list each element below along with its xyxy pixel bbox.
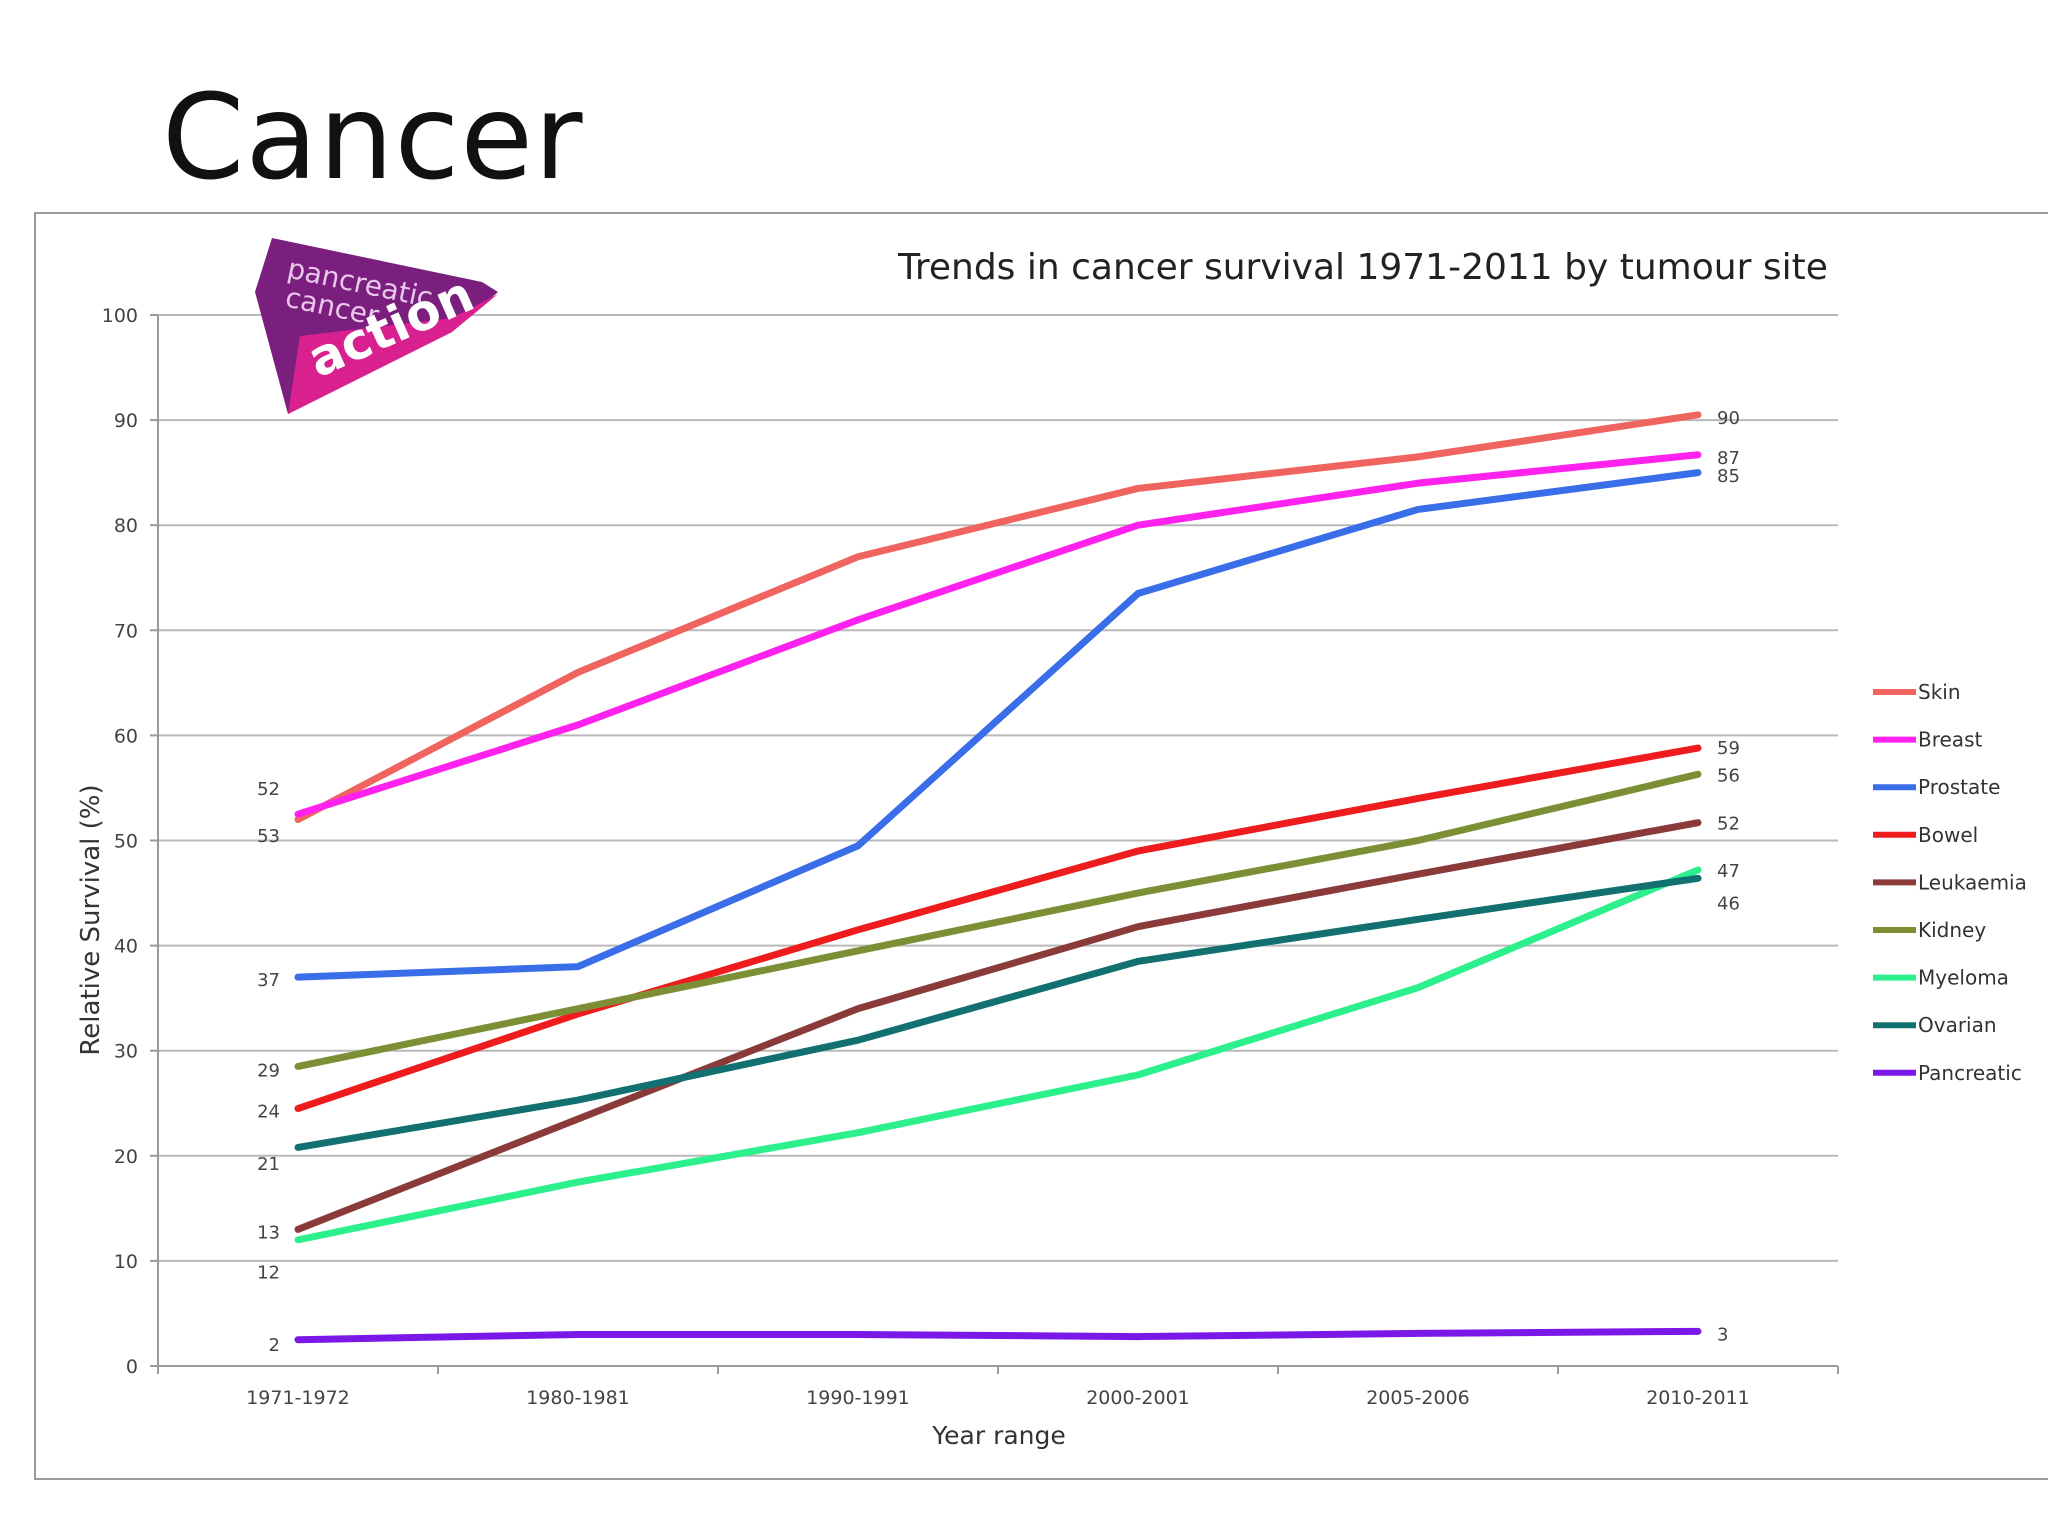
legend-label-pancreatic: Pancreatic [1918,1061,2022,1085]
series-line-pancreatic [294,1327,1702,1344]
x-tick-label: 1980-1981 [526,1387,630,1409]
series-line-ovarian [294,874,1702,1151]
start-data-label: 13 [257,1222,280,1243]
x-tick-label: 2000-2001 [1086,1387,1190,1409]
x-axis-label: Year range [931,1421,1066,1450]
start-data-label: 21 [257,1154,280,1175]
series-line-kidney [294,770,1702,1070]
end-data-label: 59 [1717,738,1740,759]
x-tick-label: 1990-1991 [806,1387,910,1409]
end-data-label: 85 [1717,466,1740,487]
legend-label-bowel: Bowel [1918,823,1978,847]
series-line-breast [294,451,1702,818]
end-data-label: 90 [1717,408,1740,429]
start-data-label: 29 [257,1061,280,1082]
start-data-label: 53 [257,826,280,847]
end-data-label: 56 [1717,765,1740,786]
series-line-bowel [294,744,1702,1113]
end-data-label: 47 [1717,861,1740,882]
y-tick-label: 80 [114,515,138,537]
legend-label-leukaemia: Leukaemia [1918,870,2027,894]
legend-label-ovarian: Ovarian [1918,1013,1997,1037]
end-data-label: 52 [1717,814,1740,835]
series-line-leukaemia [294,819,1702,1233]
legend-label-myeloma: Myeloma [1918,966,2009,990]
legend-label-kidney: Kidney [1918,918,1986,942]
start-data-labels: 52 53 37 29 24 21 13 12 2 [257,779,280,1356]
start-data-label: 37 [257,970,280,991]
chart-legend: Skin Breast Prostate Bowel Leukaemia Kidney My… [1873,680,2027,1085]
x-tick-label: 1971-1972 [246,1387,350,1409]
y-tick-label: 10 [114,1251,138,1273]
y-tick-label: 60 [114,725,138,747]
chart-title: Trends in cancer survival 1971-2011 by t… [897,247,1828,288]
end-data-label: 46 [1717,894,1740,915]
series-line-skin [294,411,1702,823]
y-axis-label: Relative Survival (%) [76,784,106,1055]
y-tick-label: 0 [126,1356,138,1378]
series-line-myeloma [294,866,1702,1244]
y-tick-label: 90 [114,410,138,432]
legend-label-prostate: Prostate [1918,775,2000,799]
chart-series [294,411,1702,1344]
y-tick-label: 30 [114,1041,138,1063]
x-tick-label: 2005-2006 [1366,1387,1470,1409]
x-tick-labels: 1971-1972 1980-1981 1990-1991 2000-2001 2005… [246,1387,1750,1409]
start-data-label: 12 [257,1262,280,1283]
start-data-label: 2 [269,1335,280,1356]
end-data-label: 87 [1717,448,1740,469]
end-data-label: 3 [1717,1324,1728,1345]
series-line-prostate [294,469,1702,981]
legend-label-breast: Breast [1918,728,1982,752]
logo-shape-light [288,294,498,414]
chart-frame [34,212,2048,1480]
y-tick-labels: 0 10 20 30 40 50 60 70 80 90 100 [102,305,138,1378]
y-tick-label: 50 [114,831,138,853]
y-tick-label: 20 [114,1146,138,1168]
y-tick-label: 100 [102,305,138,327]
y-tick-label: 70 [114,620,138,642]
start-data-label: 52 [257,779,280,800]
legend-label-skin: Skin [1918,680,1961,704]
chart-axes [157,315,1838,1367]
start-data-label: 24 [257,1102,280,1123]
y-tick-label: 40 [114,936,138,958]
pancreatic-cancer-action-logo: pancreatic cancer action [255,238,498,414]
slide-title: Cancer [162,68,584,206]
x-tick-label: 2010-2011 [1646,1387,1750,1409]
